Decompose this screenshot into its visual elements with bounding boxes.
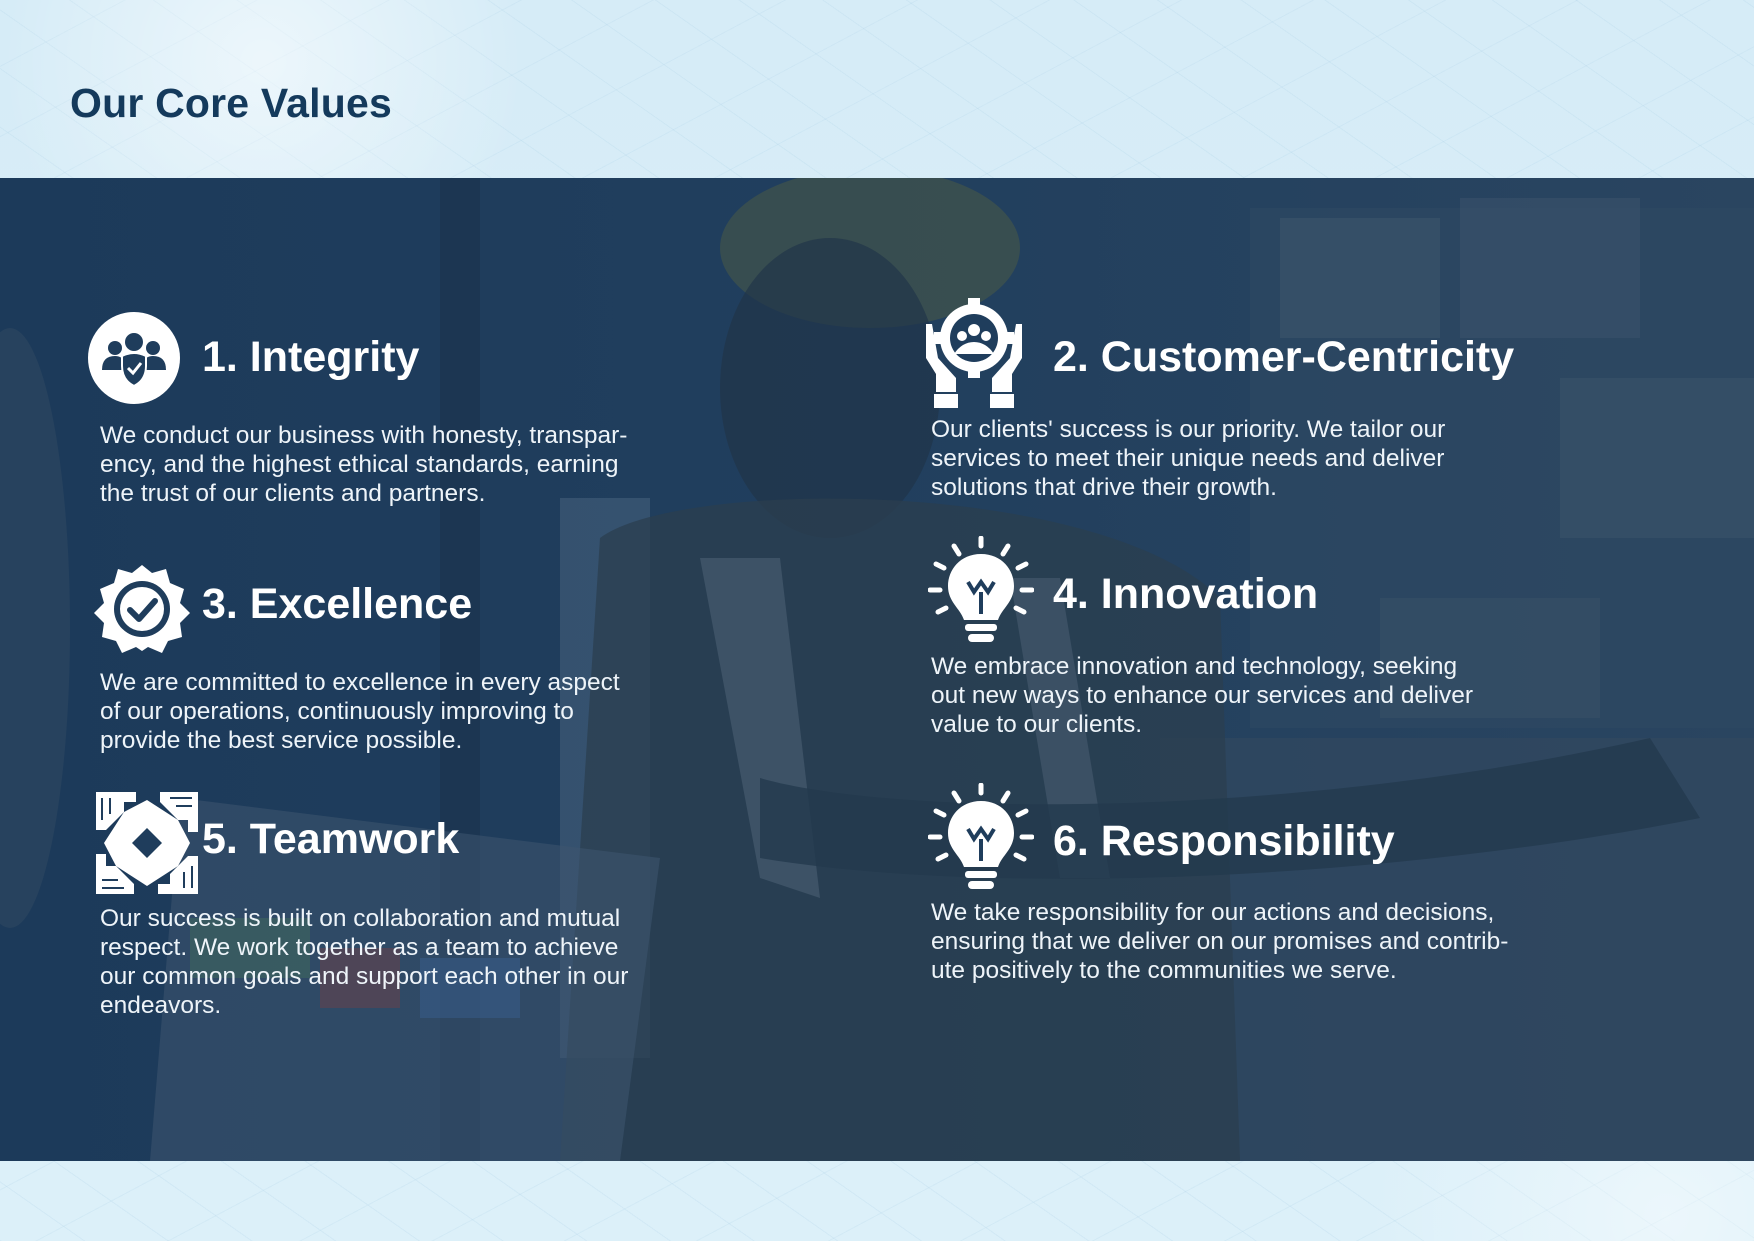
value-text-innovation: We embrace innovation and technology, se… (931, 653, 1474, 738)
value-text-integrity: We conduct our business with honesty, tr… (100, 422, 628, 507)
value-title-customer-centricity: 2. Customer-Centricity (1053, 333, 1515, 381)
value-title-teamwork: 5. Teamwork (202, 815, 460, 863)
value-text-excellence: We are committed to excellence in every … (100, 669, 620, 754)
badge-check-icon (90, 563, 194, 653)
lightbulb-icon (927, 782, 1035, 893)
warehouse-photo (0, 178, 1754, 1161)
people-shield-icon (88, 312, 180, 404)
value-title-integrity: 1. Integrity (202, 333, 420, 381)
hands-circle-icon (94, 790, 200, 896)
value-title-excellence: 3. Excellence (202, 580, 473, 628)
value-text-teamwork: Our success is built on collaboration an… (100, 905, 629, 1019)
value-text-responsibility: We take responsibility for our actions a… (931, 899, 1509, 984)
lightbulb-icon (927, 535, 1035, 646)
value-text-customer-centricity: Our clients' success is our priority. We… (931, 416, 1446, 501)
hero-photo-overlay (0, 178, 1754, 1161)
page-title: Our Core Values (70, 80, 393, 126)
hands-gear-people-icon (922, 294, 1026, 410)
value-title-responsibility: 6. Responsibility (1053, 817, 1395, 865)
value-title-innovation: 4. Innovation (1053, 570, 1319, 618)
